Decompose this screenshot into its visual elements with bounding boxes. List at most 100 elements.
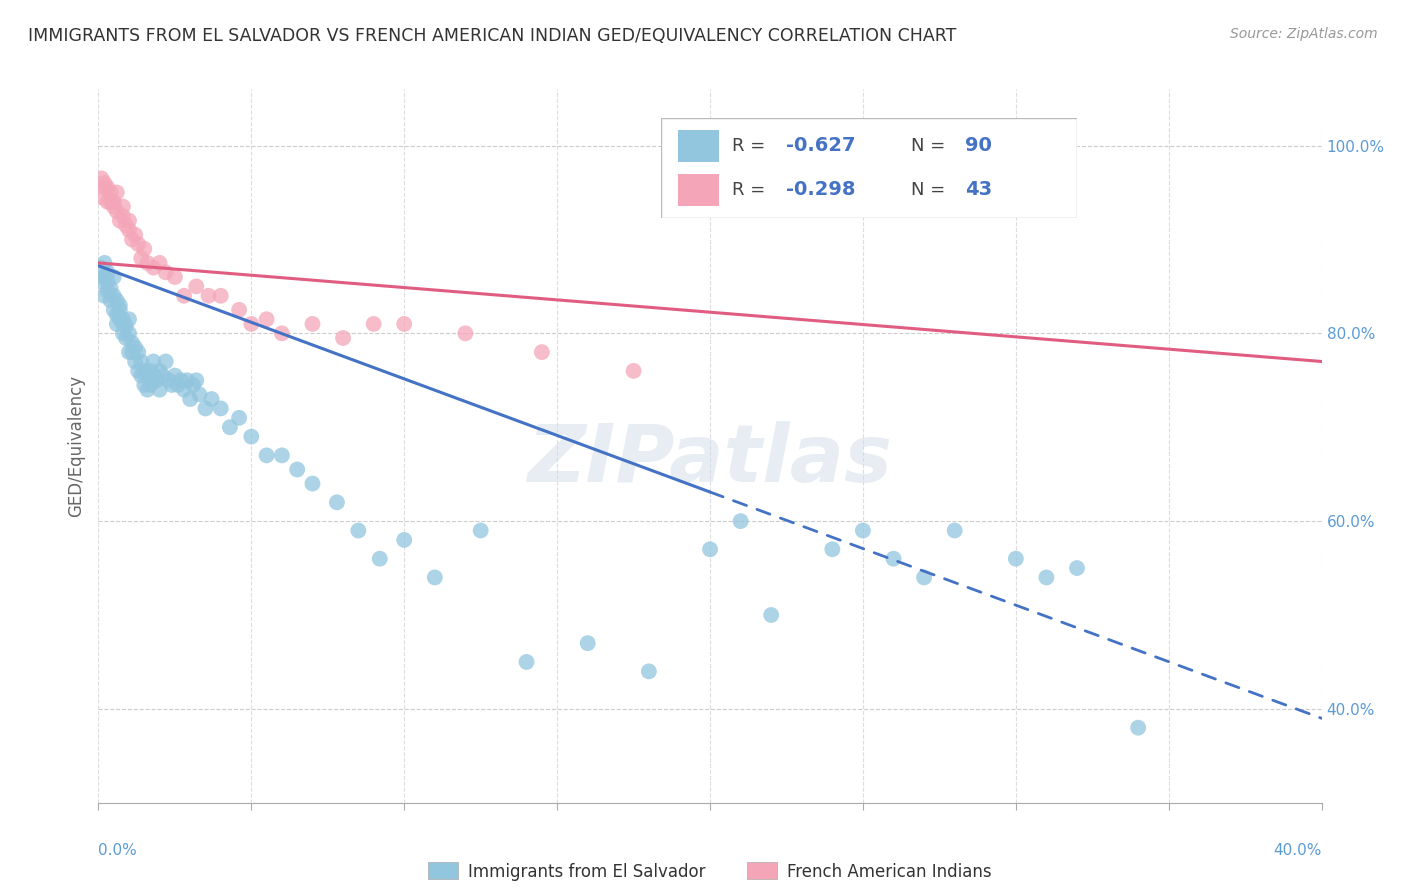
Point [115,318,138,333]
Point [209,289,232,303]
Point [129,251,152,265]
Point [173,289,195,303]
Point [1128,721,1150,735]
Text: 43: 43 [965,180,991,199]
Point [163,368,186,383]
Point [730,514,752,528]
Text: 90: 90 [965,136,991,155]
Point [530,345,553,359]
Point [200,392,222,406]
Y-axis label: GED/Equivalency: GED/Equivalency [67,375,86,517]
Text: 0.0%: 0.0% [98,843,138,858]
Point [176,373,198,387]
Point [134,242,156,256]
Point [108,298,131,312]
FancyBboxPatch shape [661,118,1077,218]
Point [97,194,120,209]
Text: ZIPatlas: ZIPatlas [527,421,893,500]
Point [90,260,112,275]
Point [623,364,645,378]
Point [759,607,782,622]
Point [105,317,128,331]
Point [100,186,122,200]
Point [197,289,219,303]
Point [93,289,115,303]
Point [368,551,391,566]
Point [136,368,159,383]
Point [129,368,152,383]
Point [470,524,492,538]
Point [912,570,935,584]
Text: -0.298: -0.298 [786,180,855,199]
Point [423,570,446,584]
Point [256,312,278,326]
Point [108,302,131,317]
Point [93,181,115,195]
Point [115,219,138,233]
Point [285,462,308,476]
Point [326,495,349,509]
Point [194,401,217,416]
Point [124,340,146,354]
Point [118,223,141,237]
Point [97,265,120,279]
Point [100,194,122,209]
Point [124,354,146,368]
Point [363,317,385,331]
Point [93,270,115,285]
Point [111,200,134,214]
Point [142,260,165,275]
Point [155,265,177,279]
Point [186,373,208,387]
Point [108,312,131,326]
Point [1035,570,1057,584]
Point [127,364,149,378]
Point [157,373,180,387]
Point [179,392,201,406]
Point [301,476,323,491]
Point [152,368,174,383]
Point [637,665,661,679]
Point [111,326,134,341]
Point [454,326,477,341]
Text: -0.627: -0.627 [786,136,855,155]
Point [129,354,152,368]
Point [97,275,120,289]
Point [93,176,115,190]
Bar [678,174,720,206]
Point [97,181,120,195]
Point [347,524,370,538]
Point [852,524,875,538]
Point [118,345,141,359]
Point [392,533,416,547]
Point [103,200,125,214]
Point [103,194,125,209]
Point [1004,551,1026,566]
Point [883,551,905,566]
Text: N =: N = [911,181,950,199]
Text: Source: ZipAtlas.com: Source: ZipAtlas.com [1230,27,1378,41]
Point [103,302,125,317]
Point [105,186,128,200]
Point [516,655,538,669]
Point [188,387,211,401]
Point [173,383,195,397]
Text: R =: R = [731,136,770,154]
Point [111,312,134,326]
Point [149,364,172,378]
Point [111,317,134,331]
Point [103,289,125,303]
Point [155,354,177,368]
Point [118,326,141,341]
Point [93,256,115,270]
Point [240,429,263,443]
Point [181,378,204,392]
Point [124,227,146,242]
Point [167,378,190,392]
Bar [678,129,720,161]
Point [121,232,143,246]
Point [103,270,125,285]
Point [145,373,167,387]
Point [228,302,250,317]
Point [118,312,141,326]
